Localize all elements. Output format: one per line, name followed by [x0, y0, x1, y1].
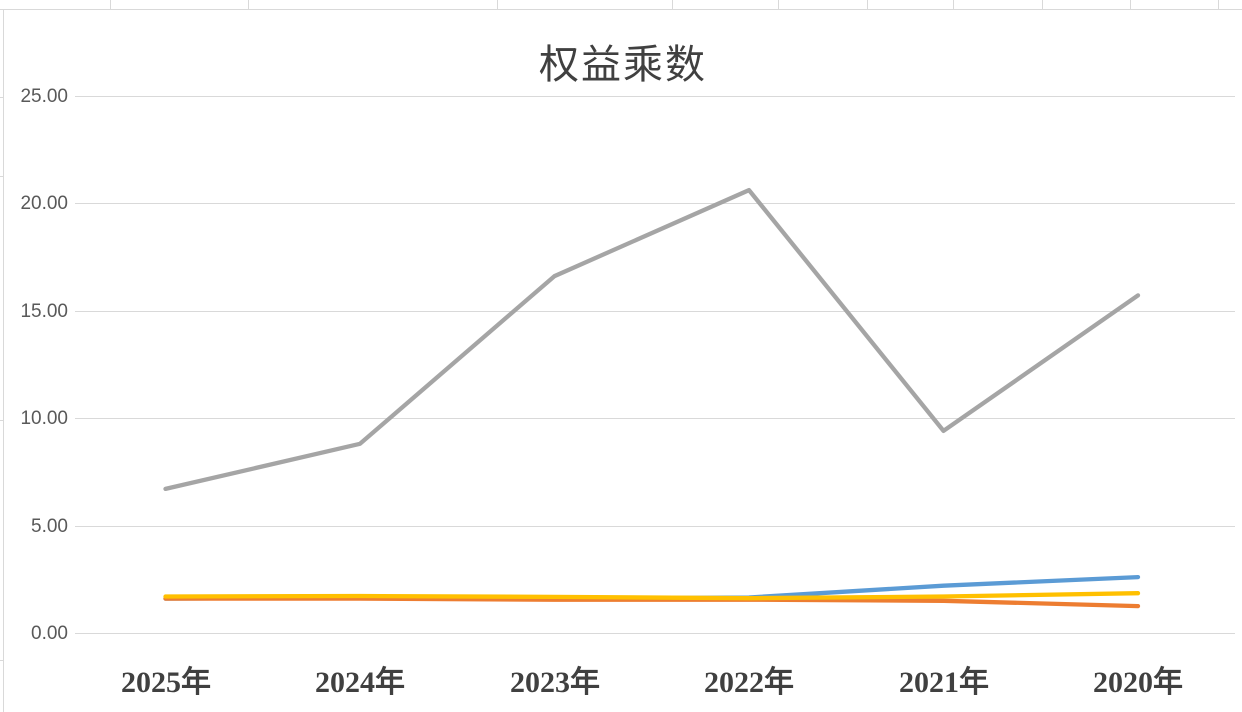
- gridline: [75, 418, 1235, 419]
- x-axis-category-label: 2024年: [315, 666, 405, 699]
- spreadsheet-column-border: [497, 0, 498, 9]
- y-axis-tick-label: 10.00: [20, 408, 68, 429]
- x-axis-category-label: 2025年: [121, 666, 211, 699]
- spreadsheet-column-border: [1218, 0, 1219, 9]
- spreadsheet-column-border: [672, 0, 673, 9]
- x-axis-category-label: 2023年: [510, 666, 600, 699]
- spreadsheet-column-border: [3, 9, 4, 712]
- chart-line-yellow: [163, 591, 1141, 601]
- spreadsheet-row-border: [0, 176, 3, 177]
- spreadsheet-column-border: [110, 0, 111, 9]
- spreadsheet-column-border: [1042, 0, 1043, 9]
- chart-area[interactable]: 权益乘数 25.00 20.00 15.00 10.00 5.00 0.00 2025年 2…: [4, 10, 1242, 712]
- y-axis-tick-label: 20.00: [20, 193, 68, 214]
- gridline: [75, 526, 1235, 527]
- spreadsheet-row-border: [0, 9, 1242, 10]
- spreadsheet-column-border: [248, 0, 249, 9]
- x-axis-category-label: 2022年: [704, 666, 794, 699]
- spreadsheet-column-border: [1130, 0, 1131, 9]
- plot-canvas: [163, 187, 1141, 609]
- y-axis-tick-label: 0.00: [31, 623, 68, 644]
- spreadsheet-column-border: [778, 0, 779, 9]
- chart-line-gray: [163, 187, 1141, 492]
- spreadsheet-row-border: [0, 660, 3, 661]
- gridline: [75, 203, 1235, 204]
- x-axis-category-label: 2020年: [1093, 666, 1183, 699]
- y-axis-tick-label: 25.00: [20, 86, 68, 107]
- spreadsheet-column-border: [867, 0, 868, 9]
- chart-line-blue: [163, 574, 1141, 601]
- spreadsheet-row-border: [0, 97, 3, 98]
- spreadsheet-column-border: [953, 0, 954, 9]
- chart-title: 权益乘数: [539, 42, 707, 87]
- x-axis-category-label: 2021年: [899, 666, 989, 699]
- chart-line-orange: [163, 596, 1141, 609]
- gridline: [75, 96, 1235, 97]
- gridline: [75, 311, 1235, 312]
- y-axis-tick-label: 5.00: [31, 516, 68, 537]
- y-axis-tick-label: 15.00: [20, 301, 68, 322]
- gridline: [75, 633, 1235, 634]
- spreadsheet-row-border: [0, 420, 3, 421]
